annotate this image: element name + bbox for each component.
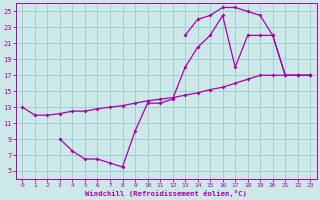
X-axis label: Windchill (Refroidissement éolien,°C): Windchill (Refroidissement éolien,°C) [85, 190, 247, 197]
